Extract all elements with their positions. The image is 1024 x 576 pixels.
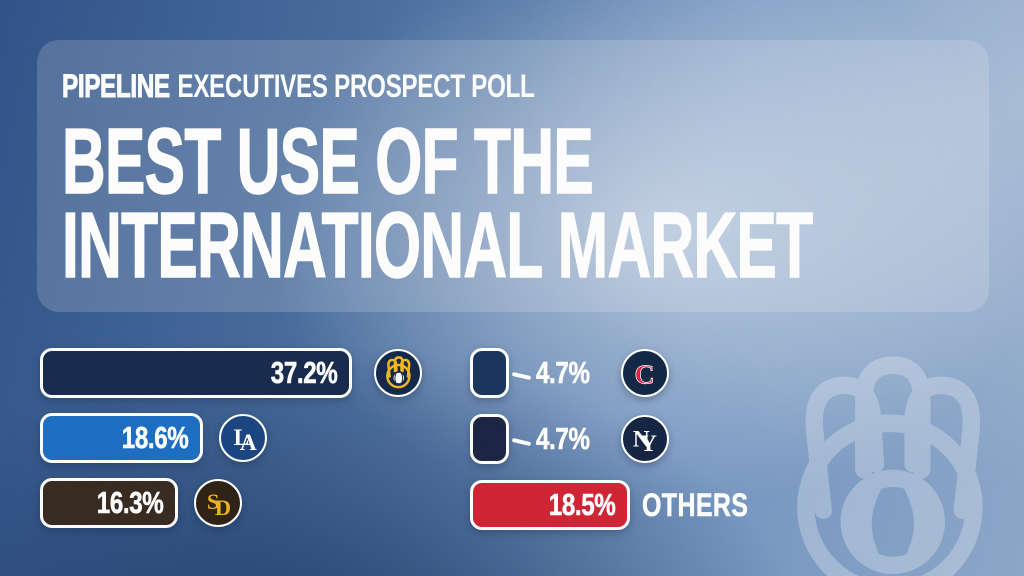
bar-row-brewers: 37.2% (40, 348, 422, 398)
yankees-logo-chip: N Y (620, 415, 669, 463)
others-label: OTHERS (642, 486, 749, 523)
bar-dodgers: 18.6% (40, 413, 203, 463)
page-title: BEST USE OF THE INTERNATIONAL MARKET (62, 109, 814, 297)
brewers-logo-chip (374, 349, 422, 397)
guardians-logo-chip: C (620, 349, 669, 397)
bar-row-others: 18.5% OTHERS (470, 480, 778, 530)
title-line-2: INTERNATIONAL MARKET (62, 192, 814, 297)
guardians-c-icon: C (634, 358, 655, 390)
dodgers-la-icon: L A (233, 424, 256, 456)
bar-value-brewers: 37.2% (270, 355, 337, 391)
bar-row-dodgers: 18.6% L A (40, 413, 267, 463)
bar-brewers: 37.2% (40, 348, 352, 398)
bar-value-others: 18.5% (548, 487, 615, 523)
header-panel: PIPELINE EXECUTIVES PROSPECT POLL BEST US… (37, 40, 989, 312)
svg-text:C: C (635, 359, 655, 390)
svg-text:A: A (239, 430, 256, 456)
bar-padres: 16.3% (40, 478, 178, 528)
title-line-1: BEST USE OF THE (62, 109, 595, 213)
bar-value-dodgers: 18.6% (121, 420, 188, 456)
bar-yankees (470, 414, 509, 464)
bar-guardians (470, 348, 509, 398)
eyebrow-rest: EXECUTIVES PROSPECT POLL (177, 68, 535, 104)
bar-row-guardians: 4.7% C (470, 348, 669, 398)
brewers-glove-icon (386, 356, 411, 389)
bar-value-yankees: 4.7% (536, 421, 590, 457)
padres-logo-chip: S D (194, 479, 242, 527)
leader-line-yankees (511, 437, 532, 447)
eyebrow-brand: PIPELINE (62, 68, 171, 104)
svg-text:D: D (214, 495, 230, 520)
bar-row-yankees: 4.7% N Y (470, 414, 669, 464)
svg-text:Y: Y (640, 431, 657, 457)
bar-row-padres: 16.3% S D (40, 478, 242, 528)
padres-sd-icon: S D (206, 488, 230, 520)
bar-value-padres: 16.3% (96, 485, 163, 521)
leader-line-guardians (511, 371, 532, 381)
bar-others: 18.5% (470, 480, 630, 530)
brewers-watermark-icon (797, 356, 983, 576)
yankees-ny-icon: N Y (633, 426, 657, 457)
bar-value-guardians: 4.7% (536, 355, 590, 391)
dodgers-logo-chip: L A (219, 414, 267, 462)
eyebrow: PIPELINE EXECUTIVES PROSPECT POLL (62, 68, 767, 104)
